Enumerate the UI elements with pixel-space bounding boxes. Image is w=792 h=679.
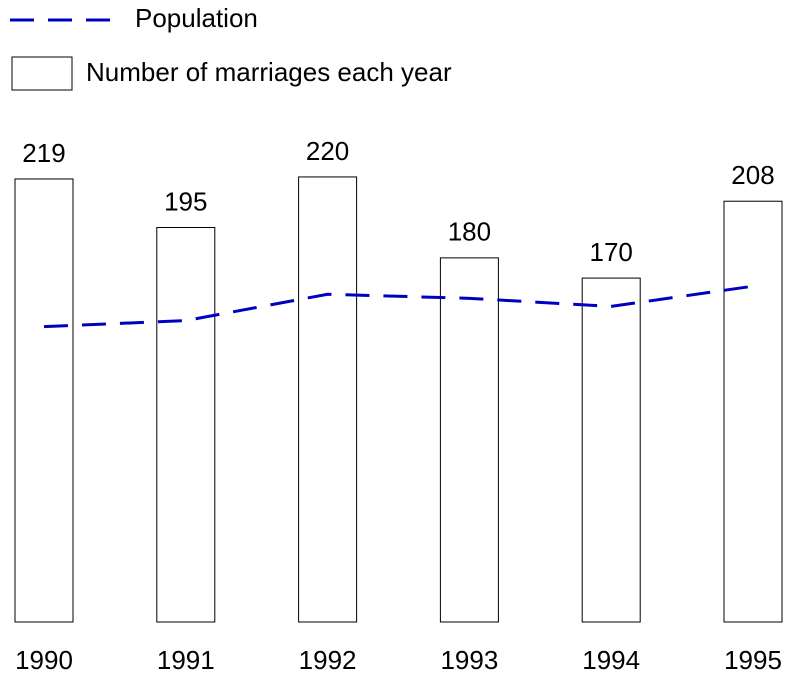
data-label: 208 bbox=[731, 160, 774, 190]
bar bbox=[14, 178, 74, 623]
data-label: 219 bbox=[22, 138, 65, 168]
population-line bbox=[43, 284, 754, 329]
bar bbox=[298, 176, 358, 623]
x-tick-label: 1992 bbox=[299, 645, 357, 674]
data-label: 195 bbox=[164, 186, 207, 216]
x-tick-label: 1994 bbox=[582, 645, 640, 674]
bar bbox=[156, 227, 216, 623]
x-tick-label: 1991 bbox=[157, 645, 215, 674]
x-tick-label: 1995 bbox=[724, 645, 782, 674]
legend-label: Population bbox=[135, 3, 258, 33]
data-label: 180 bbox=[448, 217, 491, 247]
data-label: 220 bbox=[306, 136, 349, 166]
bar bbox=[723, 200, 783, 623]
data-label: 170 bbox=[590, 237, 633, 267]
legend-label: Number of marriages each year bbox=[86, 57, 452, 87]
bar bbox=[581, 277, 641, 623]
legend-bar-swatch bbox=[11, 56, 73, 91]
bar bbox=[439, 257, 499, 623]
x-tick-label: 1990 bbox=[15, 645, 73, 674]
x-tick-label: 1993 bbox=[440, 645, 498, 674]
